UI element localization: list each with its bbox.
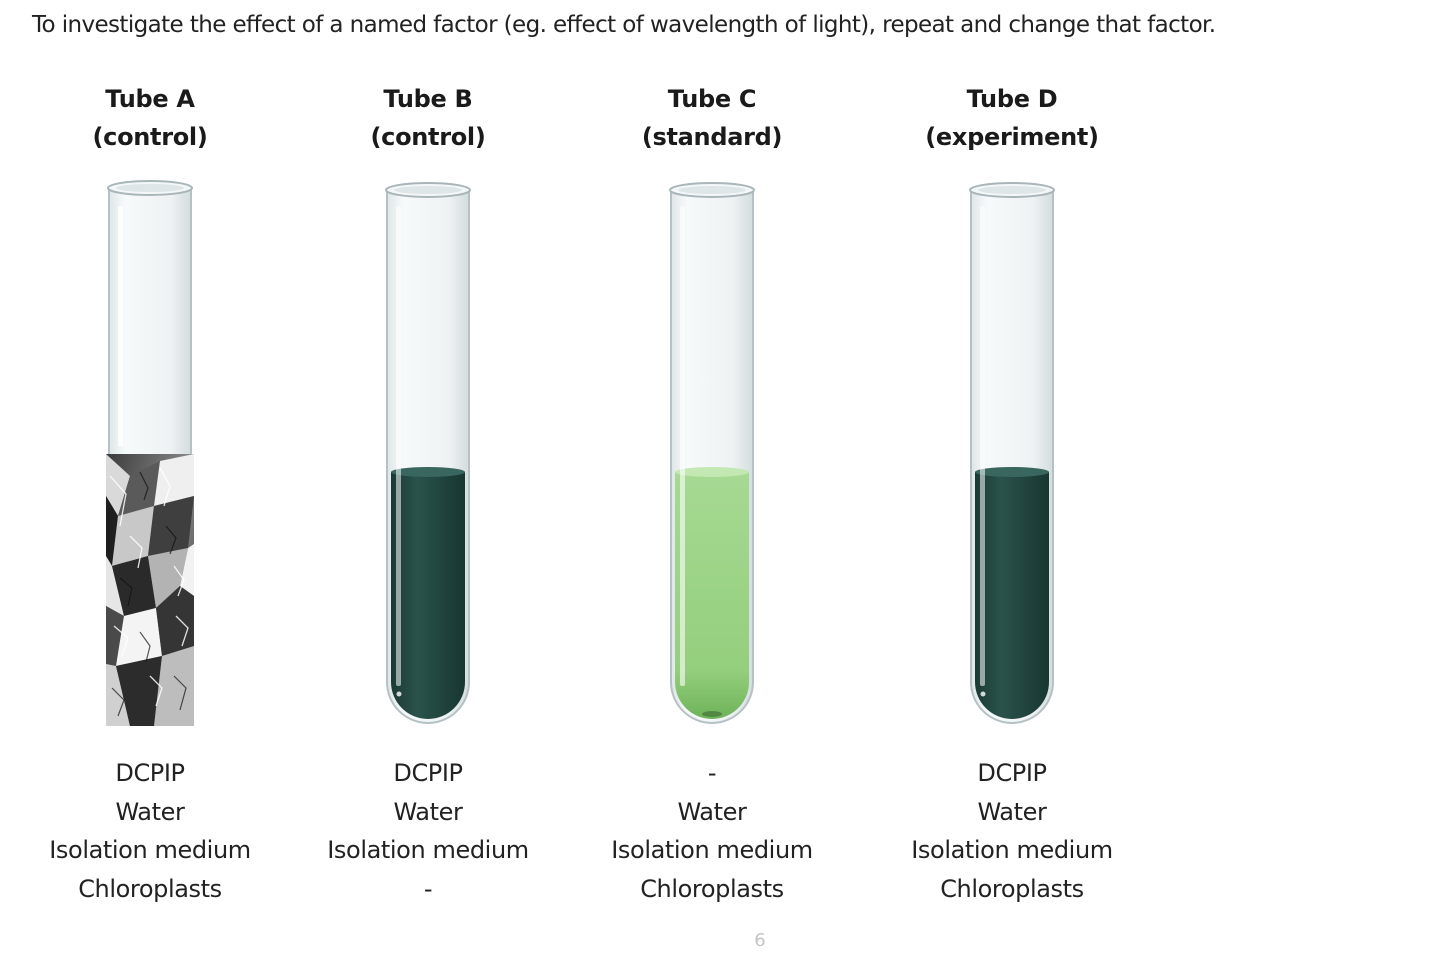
tube-a-content-water: Water [115,797,185,826]
tube-b-title: Tube B (control) [278,80,578,156]
aluminium-foil-wrap [106,454,194,726]
intro-text: To investigate the effect of a named fac… [32,12,1216,38]
tube-c-column: Tube C (standard) - Water Isolation [562,0,862,961]
tube-d-content-chloroplasts: Chloroplasts [940,874,1084,903]
tube-d-content-dcpip: DCPIP [977,759,1047,787]
tube-d-contents: DCPIP Water Isolation medium Chloroplast… [862,754,1162,908]
tube-c-light-green-test-tube [669,182,755,724]
tube-a-name: Tube A [105,85,195,113]
tube-d-name: Tube D [966,85,1058,113]
tube-c-role: (standard) [641,123,783,151]
page-number: 6 [754,930,766,951]
tube-c-content-chloroplasts: Chloroplasts [640,874,784,903]
tube-d-title: Tube D (experiment) [862,80,1162,156]
tube-c-contents: - Water Isolation medium Chloroplasts [562,754,862,908]
tube-b-dark-green-test-tube [385,182,471,724]
tube-b-content-isolation-medium: Isolation medium [327,836,529,864]
tube-a-content-isolation-medium: Isolation medium [49,836,251,864]
tube-d-content-water: Water [977,797,1047,826]
tube-a-role: (control) [92,123,208,151]
tube-d-column: Tube D (experiment) DCPIP Water Isol [862,0,1162,961]
tube-a-column: Tube A (control) [0,0,300,961]
tube-c-title: Tube C (standard) [562,80,862,156]
tube-d-role: (experiment) [925,123,1099,151]
tube-a-content-chloroplasts: Chloroplasts [78,874,222,903]
tube-b-content-water: Water [393,797,463,826]
tube-c-content-isolation-medium: Isolation medium [611,836,813,864]
tube-c-name: Tube C [667,85,757,113]
tube-c-content-water: Water [677,797,747,826]
tube-d-dark-green-test-tube [969,182,1055,724]
tube-d-content-isolation-medium: Isolation medium [911,836,1113,864]
tube-b-content-dcpip: DCPIP [393,759,463,787]
tube-b-content-none: - [423,874,433,903]
tube-a-title: Tube A (control) [0,80,300,156]
tube-a-foil-wrapped-test-tube [106,180,194,726]
tube-b-column: Tube B (control) DCPIP Water Isolati [278,0,578,961]
tube-c-content-none: - [707,759,717,787]
tube-b-role: (control) [370,123,486,151]
tube-a-content-dcpip: DCPIP [115,759,185,787]
tube-b-name: Tube B [383,85,473,113]
tube-b-contents: DCPIP Water Isolation medium - [278,754,578,908]
tube-a-contents: DCPIP Water Isolation medium Chloroplast… [0,754,300,908]
